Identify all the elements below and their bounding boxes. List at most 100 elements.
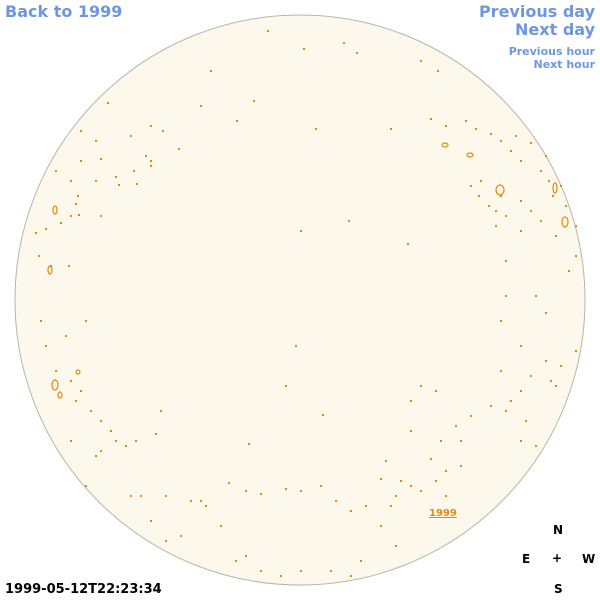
magnetic-feature [235, 560, 237, 562]
magnetic-feature [260, 570, 262, 572]
magnetic-feature [440, 440, 442, 442]
magnetic-feature [70, 440, 72, 442]
magnetic-feature [356, 52, 358, 54]
magnetic-feature [515, 135, 517, 137]
magnetic-feature [505, 215, 507, 217]
magnetic-feature [475, 128, 477, 130]
magnetic-feature [280, 575, 282, 577]
magnetic-feature [55, 370, 57, 372]
magnetic-feature [437, 70, 439, 72]
magnetic-feature [160, 410, 162, 412]
magnetic-feature [162, 130, 164, 132]
magnetic-feature [80, 390, 82, 392]
magnetic-feature [100, 215, 102, 217]
magnetic-feature [445, 470, 447, 472]
magnetic-feature [220, 525, 222, 527]
magnetic-feature [95, 180, 97, 182]
magnetic-feature [552, 195, 554, 197]
magnetic-feature [65, 335, 67, 337]
compass-north: N [553, 523, 564, 537]
magnetic-feature [550, 380, 552, 382]
magnetic-feature [315, 128, 317, 130]
magnetic-feature [130, 135, 132, 137]
magnetic-features [35, 30, 577, 577]
magnetic-feature [180, 535, 182, 537]
magnetic-feature [420, 490, 422, 492]
magnetic-feature [460, 465, 462, 467]
magnetic-feature [365, 505, 367, 507]
magnetic-feature [110, 430, 112, 432]
magnetic-feature [420, 60, 422, 62]
magnetic-feature [90, 410, 92, 412]
magnetic-feature [190, 500, 192, 502]
magnetic-feature [60, 222, 62, 224]
magnetic-feature [45, 228, 47, 230]
magnetic-feature [480, 180, 482, 182]
magnetic-feature [435, 480, 437, 482]
magnetic-feature [300, 230, 302, 232]
magnetic-feature [520, 230, 522, 232]
previous-hour-link[interactable]: Previous hour [508, 45, 595, 58]
magnetic-feature [285, 385, 287, 387]
magnetic-feature [70, 215, 72, 217]
magnetic-feature [248, 443, 250, 445]
magnetic-feature [228, 482, 230, 484]
magnetic-region [495, 184, 505, 196]
magnetic-feature [390, 505, 392, 507]
next-hour-link[interactable]: Next hour [533, 58, 596, 71]
previous-day-link[interactable]: Previous day [478, 2, 595, 21]
magnetic-feature [285, 488, 287, 490]
magnetic-feature [75, 400, 77, 402]
magnetic-feature [320, 485, 322, 487]
magnetic-feature [420, 385, 422, 387]
magnetic-feature [460, 440, 462, 442]
magnetic-feature [490, 405, 492, 407]
magnetic-feature [500, 195, 502, 197]
magnetic-feature [85, 320, 87, 322]
compass-center: + [552, 551, 563, 565]
magnetic-feature [555, 235, 557, 237]
magnetic-region [552, 182, 558, 194]
magnetic-feature [107, 102, 109, 104]
magnetic-feature [490, 133, 492, 135]
magnetic-region [441, 142, 449, 148]
year-map-link[interactable]: 1999 [429, 508, 457, 519]
magnetic-feature [85, 485, 87, 487]
magnetic-feature [535, 445, 537, 447]
observation-timestamp: 1999-05-12T22:23:34 [5, 582, 162, 597]
magnetic-feature [115, 176, 117, 178]
magnetic-feature [205, 505, 207, 507]
magnetic-feature [530, 210, 532, 212]
magnetic-feature [300, 570, 302, 572]
magnetic-feature [40, 320, 42, 322]
magnetic-feature [210, 70, 212, 72]
magnetic-feature [360, 560, 362, 562]
magnetic-feature [410, 485, 412, 487]
magnetic-feature [125, 445, 127, 447]
magnetic-feature [560, 365, 562, 367]
magnetic-feature [400, 480, 402, 482]
magnetic-feature [410, 430, 412, 432]
magnetic-feature [500, 320, 502, 322]
magnetic-region [75, 369, 81, 375]
next-day-link[interactable]: Next day [515, 20, 595, 39]
magnetic-feature [465, 120, 467, 122]
magnetic-feature [410, 400, 412, 402]
magnetic-feature [155, 433, 157, 435]
magnetic-feature [505, 295, 507, 297]
magnetic-feature [236, 120, 238, 122]
magnetic-feature [267, 30, 269, 32]
magnetic-feature [478, 195, 480, 197]
magnetic-feature [445, 495, 447, 497]
magnetic-feature [335, 500, 337, 502]
back-to-year-link[interactable]: Back to 1999 [5, 2, 123, 21]
magnetic-feature [505, 260, 507, 262]
magnetic-feature [520, 160, 522, 162]
magnetic-feature [525, 420, 527, 422]
magnetic-feature [407, 243, 409, 245]
magnetic-feature [395, 495, 397, 497]
magnetic-feature [430, 118, 432, 120]
magnetic-feature [245, 490, 247, 492]
magnetic-feature [343, 42, 345, 44]
